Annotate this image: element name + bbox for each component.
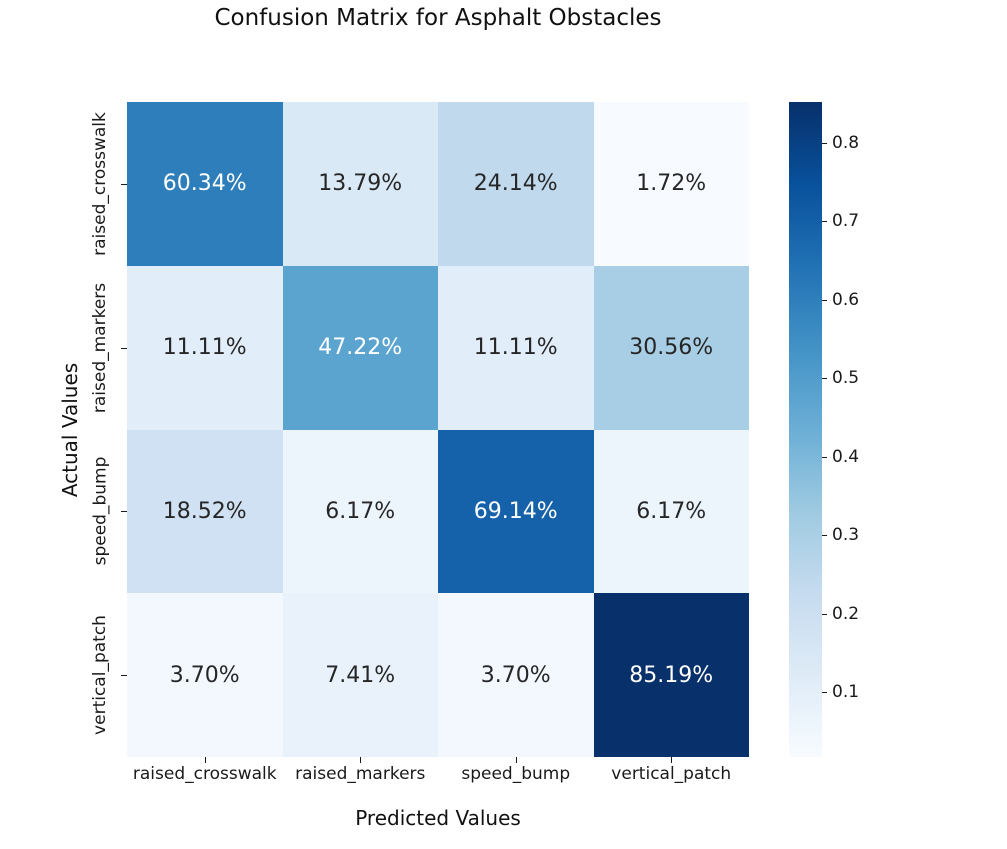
x-tick-labels: raised_crosswalk raised_markers speed_bump…: [127, 764, 749, 784]
colorbar-tick-mark: [822, 221, 827, 223]
cell-value-label: 13.79%: [318, 171, 403, 197]
colorbar-tick-label: 0.1: [832, 682, 860, 703]
colorbar-tick-mark: [822, 142, 827, 144]
colorbar-tick-mark: [822, 299, 827, 301]
cell-value-label: 7.41%: [325, 662, 396, 688]
heatmap-cell-raised_crosswalk-raised_crosswalk: 60.34%: [127, 102, 283, 266]
cell-value-label: 3.70%: [480, 662, 551, 688]
colorbar-tick-mark: [822, 535, 827, 537]
heatmap-cell-speed_bump-vertical_patch: 6.17%: [593, 429, 749, 594]
heatmap-cell-speed_bump-speed_bump: 69.14%: [438, 429, 594, 594]
colorbar-tick-label: 0.8: [832, 132, 860, 153]
heatmap-cell-raised_markers-speed_bump: 11.11%: [438, 265, 594, 430]
colorbar: [789, 102, 822, 757]
heatmap-cell-speed_bump-raised_crosswalk: 18.52%: [127, 429, 283, 594]
heatmap-cell-vertical_patch-speed_bump: 3.70%: [438, 593, 594, 757]
x-tick-label-speed_bump: speed_bump: [461, 764, 571, 784]
colorbar-tick-label: 0.6: [832, 289, 860, 310]
colorbar-tick-label: 0.4: [832, 446, 860, 467]
x-tick-mark: [360, 757, 362, 763]
cell-value-label: 47.22%: [318, 335, 403, 361]
cell-value-label: 3.70%: [169, 662, 240, 688]
heatmap-cell-raised_crosswalk-speed_bump: 24.14%: [438, 102, 594, 266]
y-tick-label-speed_bump: speed_bump: [86, 430, 114, 594]
heatmap-cell-raised_crosswalk-vertical_patch: 1.72%: [593, 102, 749, 266]
colorbar-tick-mark: [822, 613, 827, 615]
colorbar-tick-label: 0.2: [832, 603, 860, 624]
x-axis-label: Predicted Values: [355, 806, 521, 830]
x-tick-label-vertical_patch: vertical_patch: [611, 764, 732, 784]
y-tick-mark: [121, 511, 127, 513]
y-axis-label: Actual Values: [56, 102, 84, 757]
cell-value-label: 6.17%: [636, 498, 707, 524]
colorbar-tick-label: 0.7: [832, 211, 860, 232]
x-tick-label-raised_markers: raised_markers: [295, 764, 426, 784]
cell-value-label: 24.14%: [473, 171, 558, 197]
x-tick-mark: [515, 757, 517, 763]
y-tick-mark: [121, 675, 127, 677]
y-tick-label-text: raised_markers: [90, 282, 110, 413]
cell-value-label: 6.17%: [325, 498, 396, 524]
cell-value-label: 69.14%: [473, 498, 558, 524]
cell-value-label: 85.19%: [629, 662, 714, 688]
colorbar-tick-mark: [822, 692, 827, 694]
y-tick-label-raised_markers: raised_markers: [86, 266, 114, 430]
cell-value-label: 11.11%: [473, 335, 558, 361]
heatmap-cell-raised_markers-raised_markers: 47.22%: [282, 265, 438, 430]
cell-value-label: 60.34%: [162, 171, 247, 197]
chart-title: Confusion Matrix for Asphalt Obstacles: [214, 5, 662, 31]
cell-value-label: 1.72%: [636, 171, 707, 197]
cell-value-label: 18.52%: [162, 498, 247, 524]
heatmap-cell-raised_markers-vertical_patch: 30.56%: [593, 265, 749, 430]
y-tick-label-vertical_patch: vertical_patch: [86, 593, 114, 757]
cell-value-label: 11.11%: [162, 335, 247, 361]
colorbar-tick-mark: [822, 378, 827, 380]
colorbar-tick-mark: [822, 456, 827, 458]
heatmap-cell-speed_bump-raised_markers: 6.17%: [282, 429, 438, 594]
x-tick-mark: [204, 757, 206, 763]
y-tick-mark: [121, 183, 127, 185]
y-tick-label-text: raised_crosswalk: [90, 112, 111, 256]
y-tick-label-text: vertical_patch: [90, 615, 111, 736]
x-tick-mark: [671, 757, 673, 763]
heatmap-cell-vertical_patch-raised_markers: 7.41%: [282, 593, 438, 757]
y-tick-label-text: speed_bump: [90, 456, 110, 566]
cell-value-label: 30.56%: [629, 335, 714, 361]
heatmap-cell-vertical_patch-raised_crosswalk: 3.70%: [127, 593, 283, 757]
y-tick-label-raised_crosswalk: raised_crosswalk: [86, 102, 114, 266]
colorbar-tick-label: 0.5: [832, 368, 860, 389]
y-axis-label-text: Actual Values: [58, 362, 83, 497]
y-tick-mark: [121, 347, 127, 349]
heatmap-cell-vertical_patch-vertical_patch: 85.19%: [593, 593, 749, 757]
heatmap-cell-raised_markers-raised_crosswalk: 11.11%: [127, 265, 283, 430]
x-tick-label-raised_crosswalk: raised_crosswalk: [132, 764, 277, 784]
heatmap-grid: 60.34% 13.79% 24.14% 1.72% 11.11% 47.22% 11.11…: [127, 102, 749, 757]
colorbar-tick-label: 0.3: [832, 525, 860, 546]
heatmap-cell-raised_crosswalk-raised_markers: 13.79%: [282, 102, 438, 266]
